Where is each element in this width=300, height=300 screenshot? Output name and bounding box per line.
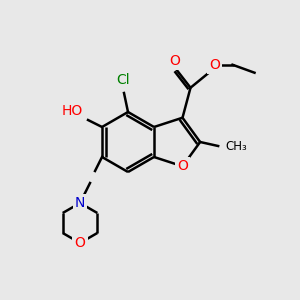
Text: HO: HO xyxy=(61,104,82,118)
Text: CH₃: CH₃ xyxy=(225,140,247,154)
Text: Cl: Cl xyxy=(116,73,130,87)
Text: O: O xyxy=(169,54,180,68)
Text: O: O xyxy=(209,58,220,72)
Text: O: O xyxy=(177,159,188,173)
Text: N: N xyxy=(75,196,85,210)
Text: O: O xyxy=(75,236,86,250)
